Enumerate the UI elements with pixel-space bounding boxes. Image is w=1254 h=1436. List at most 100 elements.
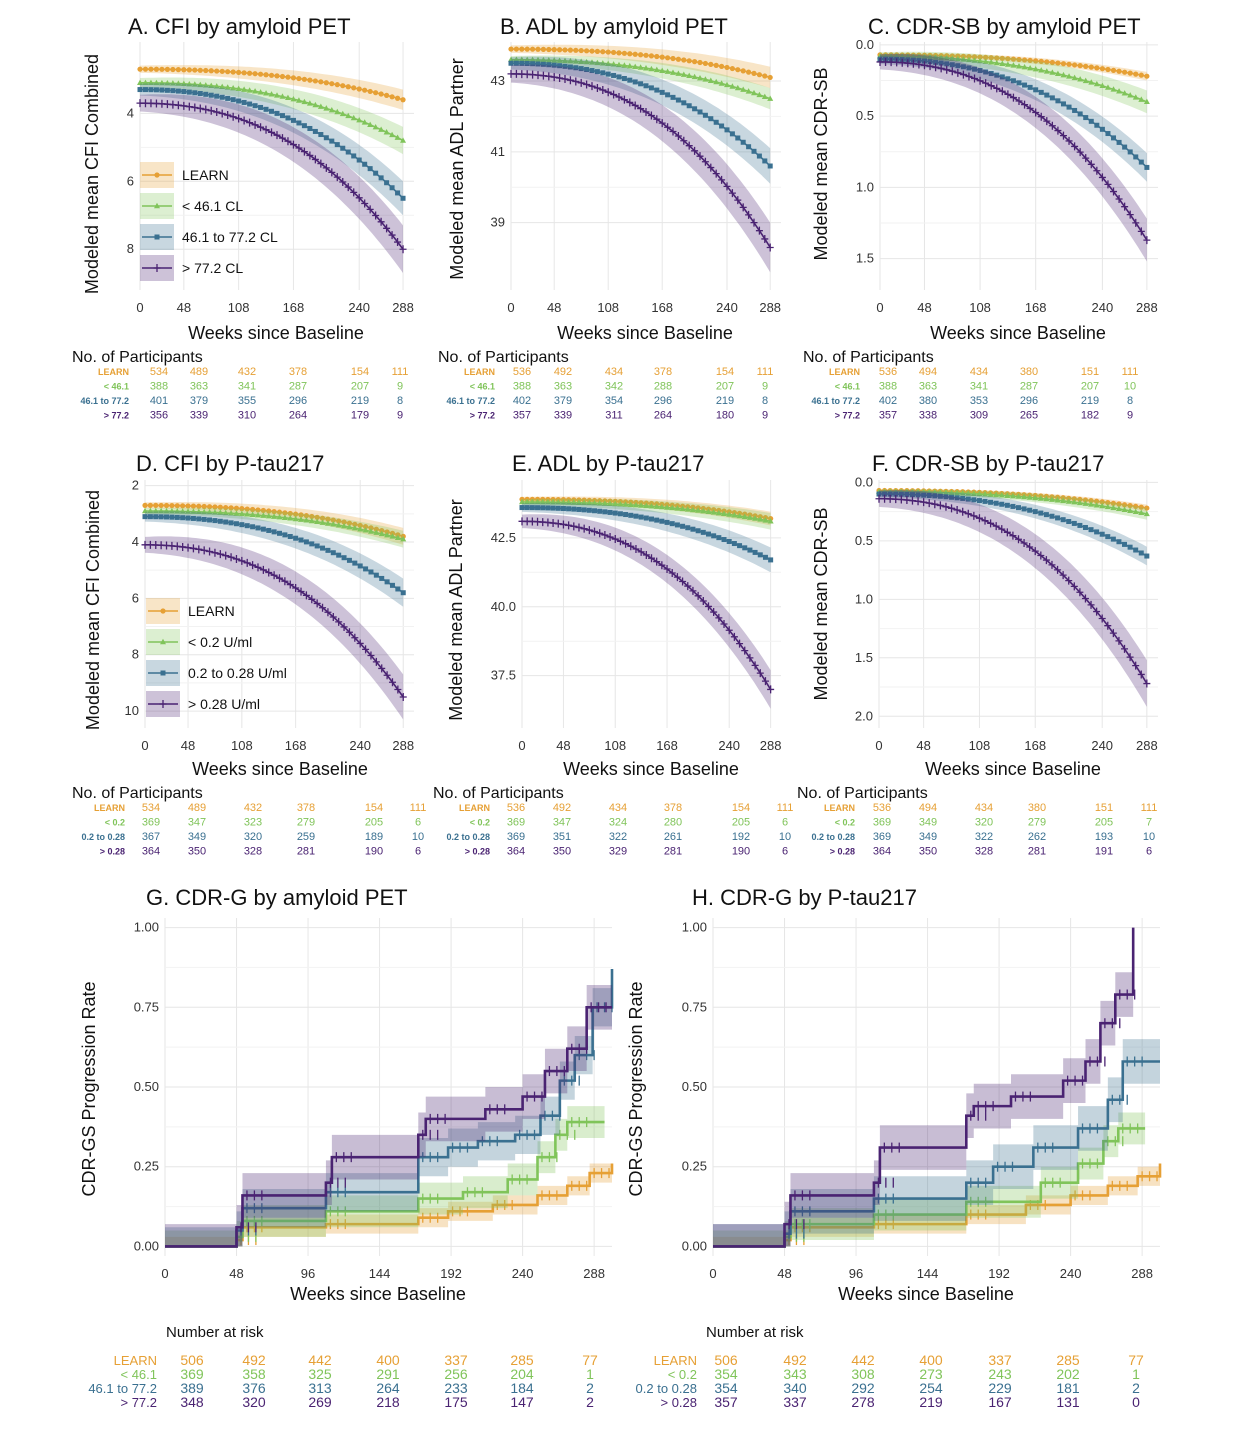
panel-d-point-0-19: [244, 506, 250, 512]
panel-b-point-3-37: [707, 163, 715, 172]
panel-c-point-3-7: [915, 60, 923, 69]
panel-c-point-3-18: [976, 76, 984, 85]
panel-d-ytick-2: 6: [132, 590, 139, 605]
panel-f-point-2-9: [926, 493, 932, 499]
panel-d-point-2-39: [352, 560, 358, 566]
panel-f-point-3-43: [1115, 636, 1123, 645]
panel-b-point-0-4: [530, 46, 536, 52]
panel-a-point-1-6: [169, 80, 176, 86]
panel-b-risk-1-3: 288: [654, 381, 672, 393]
panel-c-point-2-27: [1027, 84, 1033, 90]
panel-b-xtick-2: 108: [597, 300, 619, 315]
panel-a-point-1-0: [137, 79, 143, 85]
panel-b-point-3-35: [696, 152, 704, 161]
panel-a-point-3-36: [333, 173, 341, 182]
panel-g-line-3: [165, 1005, 612, 1248]
panel-c-point-1-38: [1088, 79, 1095, 85]
panel-f-point-2-24: [1010, 503, 1016, 509]
panel-c-point-1-19: [982, 58, 989, 64]
panel-b-risk-1-0: 388: [513, 381, 531, 393]
panel-f-point-3-32: [1054, 565, 1062, 574]
panel-c-point-0-27: [1027, 57, 1033, 64]
panel-b-point-1-20: [616, 61, 622, 68]
panel-a-point-2-4: [159, 87, 165, 93]
panel-c-point-2-19: [983, 69, 989, 75]
panel-f-point-1-46: [1132, 508, 1139, 514]
panel-e-point-2-0: [519, 505, 525, 511]
panel-a-risk-3-1: 339: [190, 410, 208, 422]
panel-c-point-3-39: [1093, 166, 1101, 175]
panel-b-risk-3-5: 9: [762, 410, 768, 422]
panel-g-xtick-0: 0: [161, 1266, 168, 1281]
panel-b-point-1-47: [761, 93, 768, 99]
panel-d-point-0-9: [190, 503, 197, 509]
panel-g-risk-label-3: > 77.2: [120, 1395, 157, 1410]
panel-a-point-3-40: [355, 193, 363, 202]
panel-b-point-1-25: [643, 65, 649, 71]
panel-b-point-0-10: [562, 47, 568, 53]
panel-a-point-1-9: [186, 80, 193, 87]
panel-f-point-3-44: [1121, 644, 1129, 653]
panel-d-point-1-28: [292, 515, 299, 522]
panel-f-point-3-13: [948, 504, 956, 513]
panel-c-point-1-39: [1093, 80, 1100, 87]
panel-c-point-3-32: [1054, 126, 1062, 135]
panel-f-point-2-19: [982, 498, 988, 504]
panel-g-risk-0-4: 337: [444, 1352, 468, 1368]
panel-a-point-0-9: [186, 67, 192, 73]
panel-e-point-1-24: [643, 502, 650, 509]
panel-f-point-2-37: [1082, 525, 1088, 531]
panel-a-point-1-31: [306, 100, 313, 106]
panel-c-point-2-21: [994, 72, 1000, 78]
panel-e-point-2-47: [762, 554, 768, 560]
panel-e-point-1-36: [705, 508, 712, 515]
panel-a-point-0-28: [290, 75, 297, 81]
panel-c-point-1-46: [1132, 94, 1139, 100]
panel-c-risk-3-5: 9: [1127, 410, 1133, 422]
panel-f-point-3-35: [1070, 582, 1078, 591]
panel-d-point-3-47: [394, 685, 402, 694]
panel-d-risk-0-5: 111: [410, 802, 427, 814]
panel-e-xtick-1: 48: [556, 738, 570, 753]
panel-e-point-2-41: [731, 541, 737, 547]
panel-f-point-3-14: [953, 505, 961, 514]
panel-b-risk-0-3: 378: [654, 366, 672, 378]
panel-b-point-1-30: [670, 69, 676, 75]
panel-f-point-1-19: [982, 491, 989, 497]
panel-b-point-1-10: [562, 57, 568, 64]
panel-b-point-3-22: [626, 98, 634, 107]
panel-a-point-0-32: [312, 78, 318, 84]
panel-f-risk-2-5: 10: [1143, 831, 1155, 843]
panel-f-risk-0-2: 434: [975, 802, 993, 814]
panel-a-point-3-45: [383, 224, 391, 233]
panel-f-point-2-20: [988, 499, 994, 505]
panel-c-xtick-4: 240: [1092, 300, 1114, 315]
panel-c-risk-2-5: 8: [1127, 395, 1133, 407]
panel-f-xtick-3: 168: [1024, 738, 1046, 753]
panel-b-point-0-38: [713, 62, 719, 68]
panel-b-point-2-43: [740, 139, 746, 145]
panel-a-risk-1-3: 287: [289, 381, 307, 393]
panel-b-ribbon-0: [511, 44, 771, 89]
panel-c-risk-3-4: 182: [1081, 410, 1099, 422]
panel-a-point-0-27: [285, 74, 291, 80]
panel-a-point-2-6: [170, 88, 176, 94]
panel-e-point-3-8: [559, 520, 567, 529]
panel-e-point-2-14: [592, 508, 598, 514]
panel-c-point-0-29: [1038, 58, 1044, 64]
panel-f-point-3-6: [908, 496, 916, 505]
panel-d-point-1-12: [206, 509, 213, 515]
panel-d-point-2-22: [260, 526, 266, 532]
panel-d-risk-0-2: 432: [244, 802, 262, 814]
panel-f-point-2-25: [1016, 505, 1021, 511]
panel-d-risk-2-5: 10: [412, 831, 424, 843]
panel-b-point-0-28: [659, 54, 665, 60]
panel-b-point-0-39: [719, 63, 725, 69]
panel-c-point-2-26: [1022, 82, 1028, 88]
panel-f-point-1-43: [1115, 505, 1122, 511]
panel-f-point-3-45: [1126, 653, 1134, 662]
panel-d-point-1-32: [314, 518, 321, 525]
panel-g-risk-2-0: 389: [180, 1380, 204, 1396]
panel-b-point-2-37: [708, 116, 714, 122]
panel-d-point-0-14: [217, 504, 223, 510]
